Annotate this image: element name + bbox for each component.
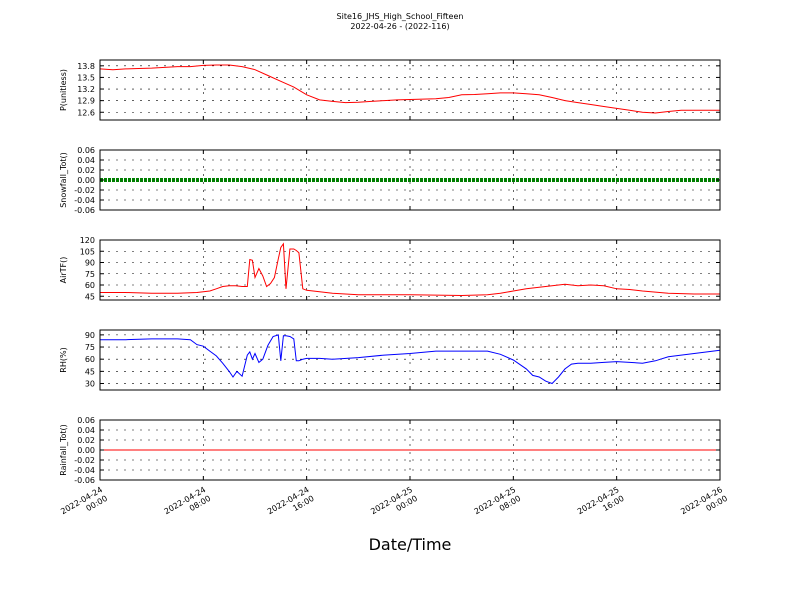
- y-tick-label: 45: [85, 367, 95, 376]
- y-tick-label: -0.04: [74, 196, 95, 205]
- y-tick-label: 45: [85, 292, 95, 301]
- y-tick-label: 13.5: [77, 73, 95, 82]
- rainfall-panel: -0.06-0.04-0.020.000.020.040.06 Rainfall_…: [59, 416, 721, 485]
- chart-subtitle: 2022-04-26 - (2022-116): [350, 22, 449, 31]
- relative-humidity-panel: 30 45 60 75 90 RH(%): [59, 329, 721, 391]
- y-tick-label: 0.06: [77, 146, 95, 155]
- y-tick-label: 0.02: [77, 436, 95, 445]
- y-tick-label: 0.00: [77, 446, 95, 455]
- y-tick-label: -0.06: [74, 476, 95, 485]
- pressure-panel: 12.6 12.9 13.2 13.5 13.8 P(unitless): [59, 59, 721, 121]
- y-tick-label: 12.9: [77, 97, 95, 106]
- y-tick-label: 30: [85, 380, 95, 389]
- snowfall-panel: -0.06-0.04-0.020.000.020.040.06 Snowfall_…: [59, 146, 721, 215]
- y-tick-label: 120: [80, 236, 95, 245]
- y-tick-label: 75: [85, 343, 95, 352]
- y-tick-label: 0.04: [77, 426, 95, 435]
- relative-humidity-series-line: [100, 334, 721, 385]
- y-tick-label: 12.6: [77, 108, 95, 117]
- y-tick-label: 105: [80, 247, 95, 256]
- y-tick-label: 13.2: [77, 85, 95, 94]
- air-temperature-y-axis-label: AirTF(): [59, 257, 68, 284]
- y-tick-label: 0.04: [77, 156, 95, 165]
- y-tick-label: -0.02: [74, 456, 95, 465]
- x-axis-label: Date/Time: [369, 535, 452, 554]
- rainfall-y-axis-label: Rainfall_Tot(): [59, 424, 68, 476]
- subplot-panels: 12.612.913.213.513.8P(unitless)-0.06-0.0…: [59, 59, 721, 485]
- pressure-y-axis-label: P(unitless): [59, 69, 68, 111]
- y-tick-label: -0.04: [74, 466, 95, 475]
- y-tick-label: 13.8: [77, 62, 95, 71]
- snowfall-y-axis-label: Snowfall_Tot(): [59, 152, 68, 208]
- y-tick-label: 0.02: [77, 166, 95, 175]
- chart-title: Site16_JHS_High_School_Fifteen: [337, 12, 464, 21]
- y-tick-label: -0.02: [74, 186, 95, 195]
- y-tick-label: 90: [85, 259, 95, 268]
- air-temperature-panel: 45 60 75 90 105 120 AirTF(): [59, 236, 721, 301]
- y-tick-label: 60: [85, 355, 95, 364]
- y-tick-label: 0.06: [77, 416, 95, 425]
- y-tick-label: 75: [85, 270, 95, 279]
- relative-humidity-y-axis-label: RH(%): [59, 347, 68, 372]
- air-temperature-series-line: [100, 242, 720, 297]
- y-tick-label: 90: [85, 331, 95, 340]
- pressure-series-line: [99, 64, 720, 114]
- y-tick-label: 0.00: [77, 176, 95, 185]
- y-tick-label: -0.06: [74, 206, 95, 215]
- y-tick-label: 60: [85, 281, 95, 290]
